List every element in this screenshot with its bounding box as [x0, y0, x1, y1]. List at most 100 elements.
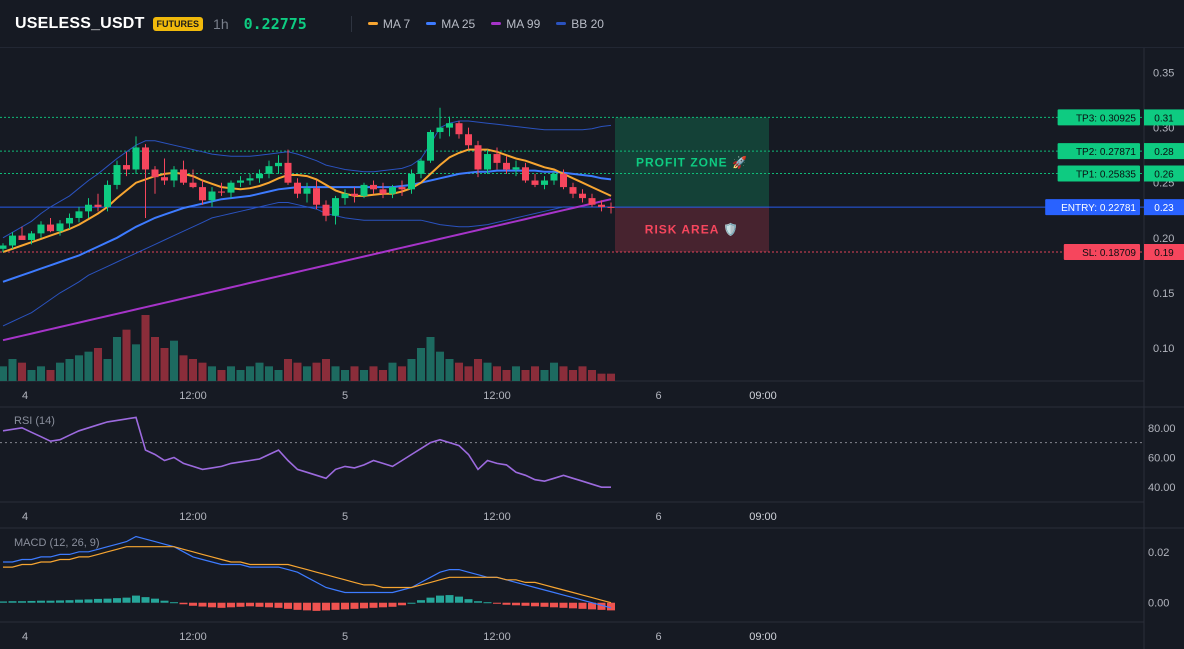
candle-body[interactable] — [484, 154, 491, 170]
candle-body[interactable] — [550, 173, 558, 181]
volume-bar — [588, 370, 596, 381]
candle-body[interactable] — [588, 198, 596, 205]
candle-body[interactable] — [56, 223, 64, 232]
candle-body[interactable] — [598, 204, 605, 207]
candle-body[interactable] — [18, 235, 26, 240]
candle-body[interactable] — [522, 167, 529, 181]
candle-body[interactable] — [341, 193, 349, 199]
candle-body[interactable] — [113, 165, 121, 185]
macd-histogram-bar — [217, 602, 226, 608]
candle-body[interactable] — [493, 154, 501, 163]
legend-ma7[interactable]: MA 7 — [367, 17, 410, 31]
candle-body[interactable] — [389, 187, 396, 194]
time-axis-tick: 12:00 — [483, 631, 511, 643]
candle-body[interactable] — [303, 188, 311, 194]
volume-bar — [84, 351, 93, 381]
candle-body[interactable] — [417, 160, 425, 174]
candle-body[interactable] — [560, 173, 567, 188]
legend-ma25[interactable]: MA 25 — [426, 17, 475, 31]
candle-body[interactable] — [294, 182, 301, 194]
volume-bar — [265, 366, 273, 381]
timeframe-selector[interactable]: 1h — [213, 15, 229, 32]
candle-body[interactable] — [398, 187, 406, 190]
candle-body[interactable] — [370, 184, 377, 190]
macd-histogram-bar — [227, 602, 235, 608]
candle-body[interactable] — [66, 217, 73, 224]
macd-histogram-bar — [132, 595, 140, 603]
level-tag-label: SL: 0.18709 — [1082, 248, 1136, 259]
candle-body[interactable] — [227, 182, 235, 193]
candle-body[interactable] — [208, 191, 216, 201]
candle-body[interactable] — [47, 224, 54, 232]
candle-body[interactable] — [408, 173, 415, 190]
candle-body[interactable] — [313, 188, 320, 205]
candle-body[interactable] — [132, 147, 140, 170]
candle-body[interactable] — [142, 147, 149, 170]
candle-body[interactable] — [123, 165, 130, 170]
candle-body[interactable] — [607, 206, 615, 208]
candle-body[interactable] — [37, 224, 45, 234]
volume-bar — [160, 348, 169, 381]
candle-body[interactable] — [265, 166, 273, 174]
candle-body[interactable] — [85, 204, 92, 212]
volume-bar — [369, 366, 378, 381]
candle-body[interactable] — [436, 127, 444, 133]
candle-body[interactable] — [275, 162, 282, 167]
candle-body[interactable] — [170, 169, 178, 181]
candle-body[interactable] — [246, 178, 254, 181]
volume-bar — [379, 370, 387, 381]
candle-body[interactable] — [189, 182, 197, 188]
symbol-name[interactable]: USELESS_USDT — [15, 14, 145, 32]
last-price: 0.22775 — [243, 14, 307, 33]
candle-body[interactable] — [474, 145, 482, 170]
candle-body[interactable] — [322, 204, 330, 216]
candle-body[interactable] — [218, 191, 225, 193]
candle-body[interactable] — [180, 169, 187, 183]
candle-body[interactable] — [360, 184, 368, 196]
volume-bar — [103, 359, 112, 381]
candle-body[interactable] — [0, 245, 7, 249]
candle-body[interactable] — [569, 187, 577, 194]
macd-histogram-bar — [550, 602, 558, 608]
candle-body[interactable] — [104, 184, 111, 207]
macd-histogram-bar — [274, 602, 283, 608]
candle-body[interactable] — [151, 169, 159, 178]
candle-body[interactable] — [427, 132, 434, 161]
volume-bar — [531, 366, 539, 381]
price-axis-tick: 0.30 — [1153, 123, 1174, 135]
candle-body[interactable] — [284, 162, 292, 183]
candle-body[interactable] — [332, 198, 339, 216]
volume-bar — [113, 337, 121, 381]
candle-body[interactable] — [75, 211, 83, 218]
time-axis-tick: 12:00 — [483, 390, 511, 402]
level-tag-bg — [1057, 109, 1140, 126]
legend-bb20[interactable]: BB 20 — [556, 17, 604, 31]
candle-body[interactable] — [94, 204, 102, 207]
volume-bar — [521, 370, 530, 381]
candle-body[interactable] — [199, 187, 206, 201]
candle-body[interactable] — [455, 123, 463, 135]
candle-body[interactable] — [512, 167, 520, 170]
candle-body[interactable] — [503, 162, 510, 170]
candle-body[interactable] — [379, 189, 387, 194]
candle-body[interactable] — [9, 235, 16, 246]
macd-histogram-bar — [113, 598, 121, 603]
candle-body[interactable] — [446, 123, 453, 128]
candle-body[interactable] — [541, 180, 548, 185]
macd-histogram-bar — [18, 601, 26, 603]
header-divider — [350, 15, 352, 32]
candle-body[interactable] — [237, 180, 244, 183]
macd-histogram-bar — [75, 599, 83, 603]
candle-body[interactable] — [161, 177, 168, 181]
macd-title: MACD (12, 26, 9) — [14, 537, 100, 549]
volume-bar — [65, 359, 74, 381]
candle-body[interactable] — [531, 180, 539, 185]
candle-body[interactable] — [465, 134, 472, 146]
legend-ma99[interactable]: MA 99 — [491, 17, 540, 31]
macd-histogram-bar — [65, 600, 74, 603]
candle-body[interactable] — [256, 173, 263, 179]
candle-body[interactable] — [28, 233, 35, 240]
candle-body[interactable] — [579, 193, 586, 199]
candle-body[interactable] — [351, 193, 358, 196]
